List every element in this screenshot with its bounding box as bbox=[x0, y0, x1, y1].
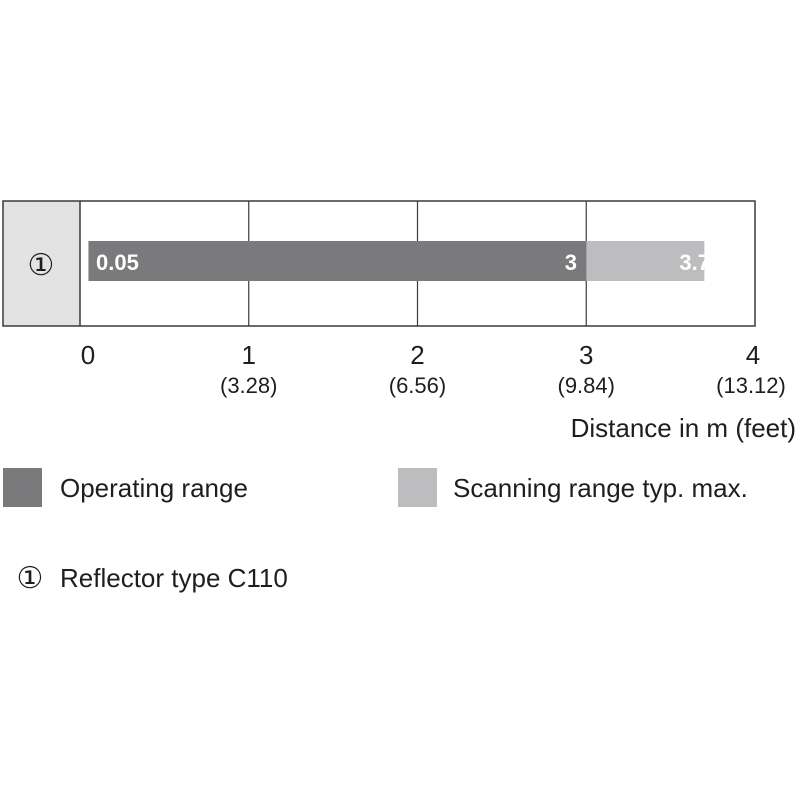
legend: Operating range Scanning range typ. max. bbox=[3, 468, 748, 507]
bars bbox=[88, 241, 705, 281]
legend-label-operating: Operating range bbox=[60, 473, 248, 503]
x-tick-label-1: 1 bbox=[242, 340, 256, 370]
row-marker-cell bbox=[3, 201, 80, 326]
operating-start-label: 0.05 bbox=[96, 250, 139, 275]
row-marker-symbol: ① bbox=[28, 249, 55, 282]
x-tick-sublabel-1: (3.28) bbox=[220, 373, 277, 398]
x-tick-label-3: 3 bbox=[579, 340, 593, 370]
scanning-end-label: 3.7 bbox=[679, 250, 710, 275]
x-axis-ticks: 0 1 (3.28) 2 (6.56) 3 (9.84) 4 (13.12) bbox=[81, 340, 786, 398]
x-tick-sublabel-2: (6.56) bbox=[389, 373, 446, 398]
chart-frame bbox=[2, 200, 756, 327]
bar-operating-range-0 bbox=[88, 241, 587, 281]
operating-end-label: 3 bbox=[565, 250, 577, 275]
x-axis-label: Distance in m (feet) bbox=[571, 413, 796, 443]
legend-swatch-operating bbox=[3, 468, 42, 507]
x-tick-label-2: 2 bbox=[410, 340, 424, 370]
legend-label-scanning: Scanning range typ. max. bbox=[453, 473, 748, 503]
x-tick-sublabel-3: (9.84) bbox=[558, 373, 615, 398]
x-tick-label-0: 0 bbox=[81, 340, 95, 370]
bar-labels: 0.05 3 3.7 bbox=[96, 250, 710, 275]
x-tick-sublabel-4: (13.12) bbox=[716, 373, 786, 398]
footnote-label: Reflector type C110 bbox=[60, 563, 288, 593]
bar-scanning-range-0 bbox=[586, 241, 705, 281]
legend-swatch-scanning bbox=[398, 468, 437, 507]
footnote-marker-symbol: ① bbox=[17, 562, 44, 595]
footnote: ① Reflector type C110 bbox=[17, 562, 288, 595]
x-tick-label-4: 4 bbox=[746, 340, 760, 370]
